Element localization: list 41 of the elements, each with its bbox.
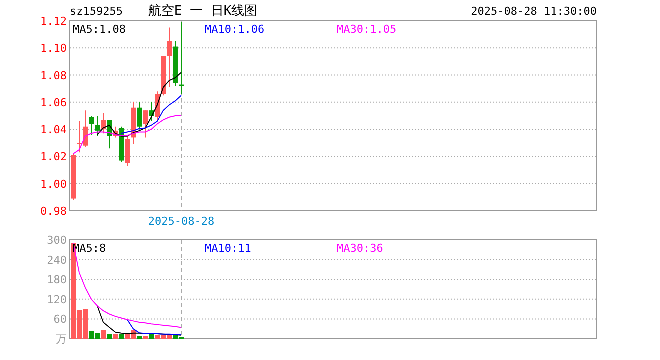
chart-title: 航空E 一 日K线图 bbox=[148, 4, 258, 19]
candlestick bbox=[101, 112, 106, 134]
y-tick-label: 1.12 bbox=[40, 15, 67, 28]
candlestick bbox=[143, 110, 148, 138]
y-tick-label: 1.02 bbox=[40, 150, 67, 164]
y-tick-label: 0.98 bbox=[40, 205, 67, 218]
bar bbox=[107, 334, 112, 339]
y-tick-label: 60 bbox=[54, 313, 67, 326]
bar bbox=[137, 336, 142, 339]
y-tick-label: 120 bbox=[47, 293, 67, 306]
text: MA30:1.05 bbox=[337, 23, 397, 36]
y-tick-label: 1.04 bbox=[40, 124, 68, 137]
chart-subtitle: sz159255 bbox=[70, 5, 123, 18]
candlestick bbox=[137, 102, 142, 130]
text: 2025-08-28 11:30:00 bbox=[471, 5, 597, 18]
y-tick-label: 1.00 bbox=[40, 178, 67, 191]
text: MA10:11 bbox=[205, 242, 252, 255]
candlestick bbox=[89, 116, 94, 136]
bar bbox=[113, 334, 118, 339]
y-tick-label: 180 bbox=[47, 274, 67, 287]
y-tick-label: 300 bbox=[47, 234, 67, 247]
candlestick bbox=[95, 116, 100, 137]
y-tick-label: 1.08 bbox=[40, 69, 67, 82]
line-series bbox=[127, 319, 182, 336]
y-tick-label: 240 bbox=[47, 254, 67, 267]
text: MA30:36 bbox=[337, 242, 384, 255]
bar bbox=[101, 330, 106, 339]
y-tick-label: 万 bbox=[56, 333, 67, 346]
text: MA10:1.06 bbox=[205, 23, 265, 36]
bar bbox=[143, 336, 148, 339]
text: MA5:1.08 bbox=[73, 23, 126, 36]
y-tick-label: 1.06 bbox=[40, 96, 67, 110]
bar bbox=[149, 334, 154, 339]
y-tick-label: 1.10 bbox=[40, 42, 67, 56]
x-tick-label: 2025-08-28 bbox=[148, 215, 215, 228]
line-series bbox=[73, 242, 182, 328]
bar bbox=[119, 334, 124, 339]
line-series bbox=[121, 95, 182, 134]
line-series bbox=[97, 72, 182, 137]
candlestick bbox=[167, 27, 172, 88]
line-series bbox=[73, 116, 182, 154]
